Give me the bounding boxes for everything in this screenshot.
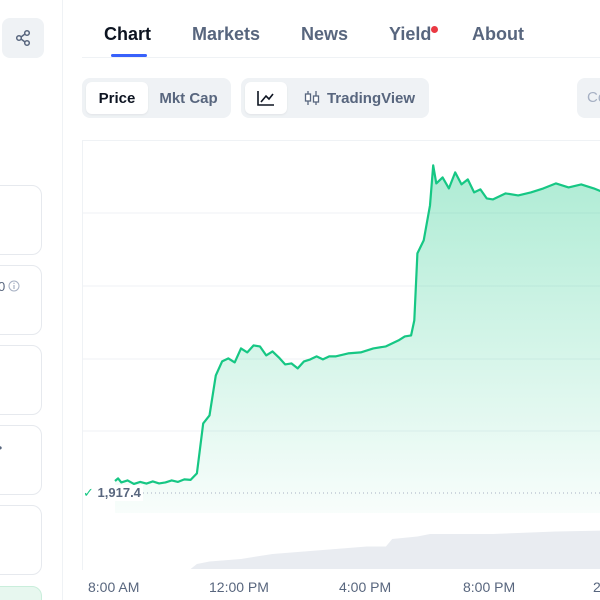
price-line	[114, 164, 600, 485]
yield-notification-dot	[431, 26, 438, 33]
price-reference-label: ✓ 1,917.4	[83, 485, 143, 501]
price-mktcap-toggle: Price Mkt Cap	[82, 78, 231, 118]
stat-card-5	[0, 505, 42, 575]
stat-card-green	[0, 586, 42, 600]
stat-partial-digit: 0	[0, 279, 6, 294]
info-icon[interactable]	[8, 280, 20, 292]
compare-button[interactable]: Co	[577, 78, 600, 118]
price-reference-value: 1,917.4	[97, 485, 141, 500]
active-tab-indicator	[111, 54, 147, 57]
panel-divider	[62, 0, 63, 600]
stat-card-3	[0, 345, 42, 415]
stat-card-1	[0, 185, 42, 255]
price-reference-check: ✓	[83, 485, 94, 500]
line-chart-icon	[257, 91, 274, 106]
volume-area	[115, 530, 600, 569]
tab-chart[interactable]: Chart	[104, 24, 152, 44]
share-icon	[15, 29, 31, 47]
tradingview-label: TradingView	[326, 89, 416, 107]
x-tick-label: 2	[593, 579, 600, 595]
x-tick-label: 8:00 AM	[88, 579, 140, 595]
stat-card-2	[0, 265, 42, 335]
price-chart-svg	[83, 164, 600, 569]
stat-card-4	[0, 425, 42, 495]
tab-bar: Chart Markets News Yield About	[82, 0, 600, 58]
left-panel: 0 •	[0, 0, 62, 600]
tab-yield[interactable]: Yield	[389, 24, 432, 44]
tab-news[interactable]: News	[301, 24, 349, 44]
price-chart[interactable]	[82, 140, 600, 570]
tab-about[interactable]: About	[472, 24, 524, 44]
candlestick-icon	[304, 91, 320, 105]
chart-type-toggle: TradingView	[241, 78, 429, 118]
price-area-fill	[115, 165, 600, 513]
tradingview-button[interactable]: TradingView	[293, 82, 425, 114]
mktcap-toggle-button[interactable]: Mkt Cap	[159, 89, 218, 107]
x-tick-label: 12:00 PM	[209, 579, 269, 595]
x-tick-label: 8:00 PM	[463, 579, 516, 595]
x-tick-label: 4:00 PM	[339, 579, 392, 595]
line-chart-button[interactable]	[245, 82, 287, 114]
stat-partial-mark: •	[0, 441, 2, 455]
share-button[interactable]	[2, 18, 44, 58]
tab-markets[interactable]: Markets	[192, 24, 261, 44]
price-toggle-button[interactable]: Price	[86, 82, 148, 114]
